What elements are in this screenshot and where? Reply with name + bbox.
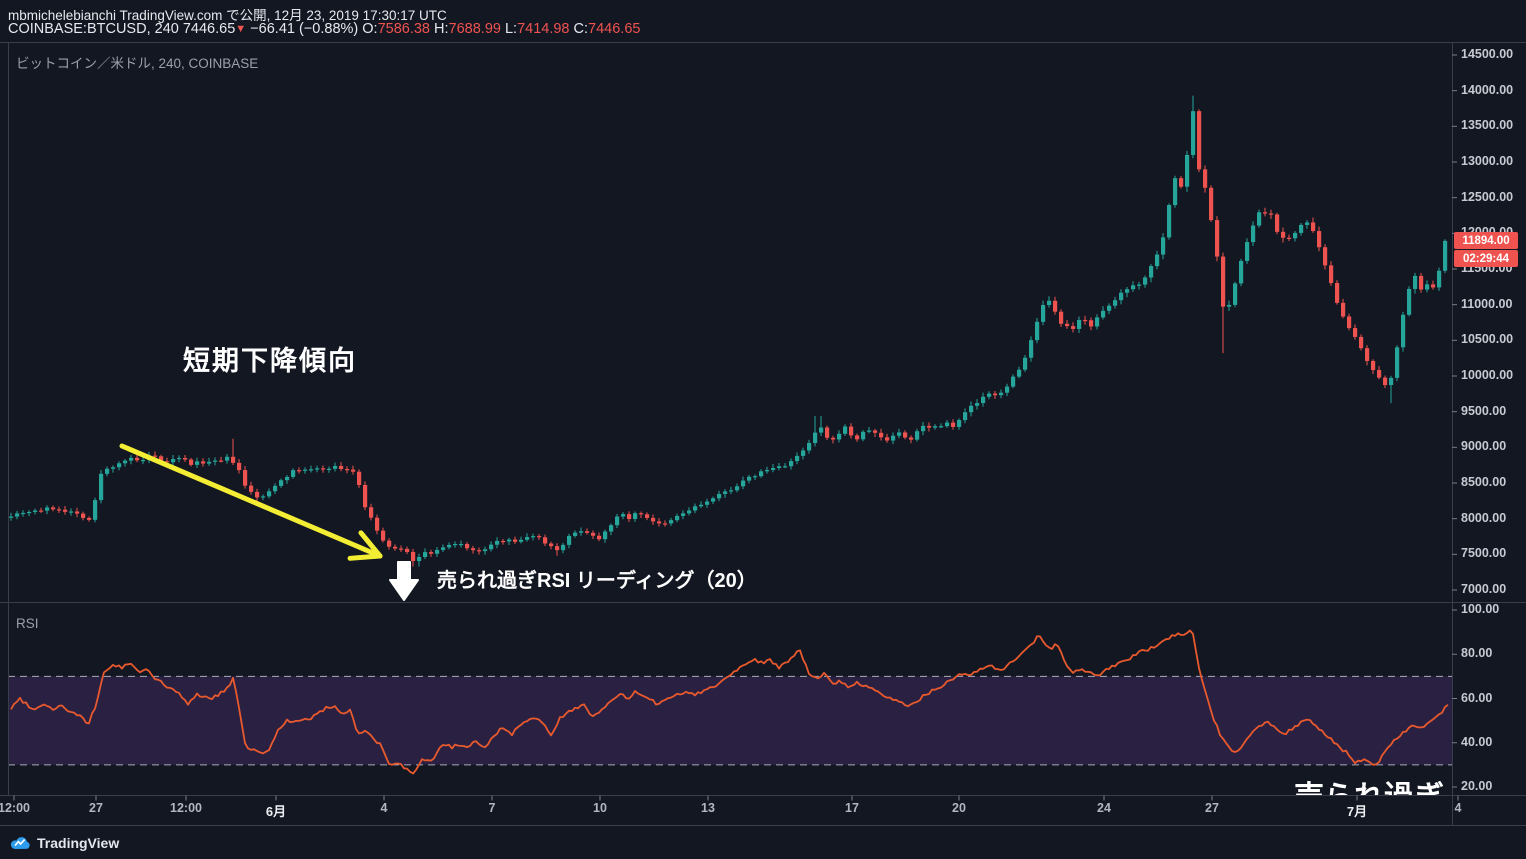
publish-info: mbmichelebianchi TradingView.com で公開, 12… [8, 8, 447, 23]
annotation-clipped-text: 売られ過ぎ [1294, 772, 1451, 795]
price-tick-label: 14500.00 [1461, 47, 1514, 61]
rsi-tick-label: 20.00 [1461, 779, 1493, 793]
low-value: 7414.98 [517, 21, 570, 37]
time-tick-label: 4 [380, 801, 388, 815]
time-tick-label: 10 [593, 801, 607, 815]
down-triangle-icon: ▼ [235, 23, 247, 35]
time-tick-label: 7 [488, 801, 496, 815]
bar-countdown-badge: 02:29:44 [1454, 250, 1518, 268]
high-value: 7688.99 [448, 21, 501, 37]
main-pane-title: ビットコイン／米ドル, 240, COINBASE [16, 56, 259, 71]
price-tick-label: 13000.00 [1461, 154, 1514, 168]
last-price: 7446.65 [182, 21, 236, 37]
time-tick-label: 27 [89, 801, 103, 815]
time-tick-label: 6月 [265, 804, 287, 819]
last-price-badge: 11894.00 [1454, 232, 1518, 250]
time-tick-label: 17 [845, 801, 859, 815]
time-tick-label: 12:00 [0, 801, 30, 815]
price-tick-label: 7500.00 [1461, 546, 1507, 561]
price-tick-label: 9000.00 [1461, 439, 1507, 454]
rsi-tick-label: 40.00 [1461, 734, 1493, 749]
price-tick-label: 12500.00 [1461, 189, 1514, 204]
time-tick-label: 20 [952, 801, 966, 815]
price-tick-label: 8000.00 [1461, 510, 1507, 525]
price-tick-label: 8500.00 [1461, 475, 1507, 489]
high-label: H: [434, 21, 449, 37]
change-value: −66.41 (−0.88%) [250, 21, 359, 37]
rsi-tick-label: 80.00 [1461, 646, 1493, 661]
time-tick-label: 27 [1205, 801, 1219, 815]
price-tick-label: 13500.00 [1461, 118, 1514, 133]
price-tick-label: 14000.00 [1461, 82, 1514, 97]
annotation-downtrend-text: 短期下降傾向 [183, 346, 357, 376]
time-tick-label: 12:00 [170, 801, 202, 815]
tradingview-logo-icon[interactable] [10, 835, 31, 850]
annotation-oversold-text: 売られ過ぎRSI リーディング（20） [437, 570, 757, 592]
symbol-label: COINBASE:BTCUSD, 240 [8, 21, 179, 37]
time-tick-label: 24 [1097, 801, 1111, 815]
price-tick-label: 7000.00 [1461, 582, 1507, 596]
down-arrow-icon [389, 561, 419, 601]
price-tick-label: 10000.00 [1461, 368, 1514, 382]
close-value: 7446.65 [588, 21, 641, 37]
price-tick-label: 11000.00 [1461, 296, 1513, 311]
low-label: L: [504, 21, 518, 37]
time-tick-label: 4 [1454, 801, 1462, 815]
price-tick-label: 9500.00 [1461, 403, 1507, 418]
rsi-pane-title: RSI [16, 616, 39, 631]
open-label: O: [362, 21, 378, 37]
symbol-ohlc-row: COINBASE:BTCUSD, 240 7446.65▼ −66.41 (−0… [8, 21, 640, 37]
tradingview-brand-text[interactable]: TradingView [37, 834, 120, 851]
footer-bar: TradingView [0, 826, 1526, 859]
rsi-tick-label: 100.00 [1461, 602, 1500, 616]
time-tick-label: 7月 [1346, 804, 1368, 819]
open-value: 7586.38 [377, 21, 430, 37]
price-tick-label: 10500.00 [1461, 332, 1514, 347]
time-tick-label: 13 [701, 801, 715, 815]
close-label: C: [573, 21, 589, 37]
rsi-tick-label: 60.00 [1461, 690, 1493, 705]
